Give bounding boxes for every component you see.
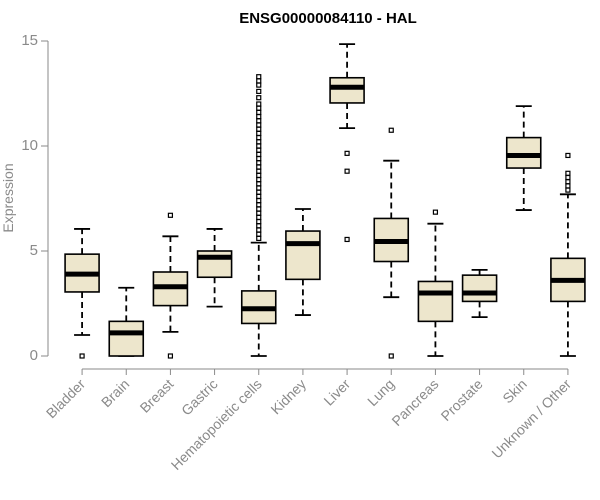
- outlier-point: [256, 113, 262, 120]
- outlier-point: [256, 202, 262, 208]
- x-tick-label: Lung: [364, 376, 397, 409]
- outlier-point: [167, 212, 174, 218]
- outlier-point: [256, 109, 262, 116]
- x-tick-label: Breast: [137, 376, 177, 416]
- outlier-point: [256, 74, 262, 80]
- box-skin: [505, 105, 542, 211]
- outlier-point: [344, 236, 350, 243]
- outlier-point: [256, 78, 262, 84]
- outlier-point: [565, 183, 571, 189]
- outlier-point: [256, 156, 262, 162]
- box-hematopoietic-cells: [240, 74, 277, 357]
- box-iqr: [285, 230, 321, 281]
- outlier-point: [256, 223, 262, 229]
- outlier-point: [256, 101, 262, 107]
- outlier-point: [565, 187, 571, 193]
- box-iqr: [461, 274, 498, 303]
- outlier-point: [256, 219, 262, 225]
- y-tick-label: 10: [21, 137, 38, 154]
- y-tick-label: 15: [21, 32, 38, 49]
- x-tick-label: Liver: [320, 376, 353, 409]
- outlier-point: [256, 198, 262, 204]
- outlier-point: [565, 152, 571, 159]
- plot-area: [64, 43, 586, 359]
- outlier-point: [388, 353, 394, 359]
- box-prostate: [461, 268, 498, 319]
- box-brain: [108, 286, 145, 357]
- outlier-point: [256, 210, 262, 216]
- outlier-point: [256, 214, 262, 220]
- box-bladder: [64, 228, 100, 359]
- outlier-point: [256, 88, 262, 95]
- box-lung: [373, 127, 410, 359]
- outlier-point: [256, 160, 262, 166]
- outlier-point: [256, 151, 262, 157]
- box-pancreas: [417, 209, 454, 357]
- box-iqr: [505, 136, 542, 169]
- outlier-point: [256, 147, 262, 153]
- outlier-point: [256, 189, 262, 195]
- x-tick-label: Brain: [98, 376, 132, 410]
- outlier-point: [256, 227, 262, 233]
- outlier-point: [256, 181, 262, 187]
- outlier-point: [256, 82, 262, 88]
- x-tick-label: Bladder: [43, 376, 89, 422]
- outlier-point: [79, 353, 85, 359]
- outlier-point: [565, 174, 571, 181]
- y-axis-label: Expression: [0, 163, 16, 232]
- box-iqr: [108, 320, 145, 357]
- outlier-point: [256, 105, 262, 111]
- outlier-point: [256, 206, 262, 212]
- outlier-point: [256, 135, 262, 141]
- outlier-point: [344, 150, 350, 156]
- y-axis: 0 5 10 15: [21, 32, 49, 364]
- outlier-point: [256, 164, 262, 170]
- box-liver: [329, 43, 365, 243]
- outlier-point: [256, 177, 262, 183]
- outlier-point: [256, 185, 262, 191]
- x-tick-label: Pancreas: [388, 376, 441, 429]
- outlier-point: [256, 126, 262, 132]
- outlier-point: [388, 127, 394, 133]
- outlier-point: [256, 231, 262, 237]
- outlier-point: [256, 172, 262, 178]
- box-unknown-other: [550, 152, 586, 357]
- box-gastric: [196, 228, 233, 308]
- outlier-point: [256, 118, 262, 124]
- outlier-point: [256, 130, 262, 136]
- x-tick-label: Skin: [499, 376, 530, 407]
- outlier-point: [256, 122, 262, 128]
- outlier-point: [256, 95, 262, 101]
- outlier-point: [432, 209, 439, 215]
- x-tick-label: Unknown / Other: [488, 376, 574, 462]
- outlier-point: [256, 168, 262, 174]
- y-tick-label: 5: [30, 242, 38, 259]
- x-tick-label: Prostate: [438, 376, 486, 424]
- outlier-point: [256, 193, 262, 199]
- x-tick-label: Kidney: [267, 376, 309, 418]
- box-breast: [152, 212, 189, 359]
- outlier-point: [344, 168, 350, 174]
- chart-title: ENSG00000084110 - HAL: [239, 10, 417, 27]
- outlier-point: [565, 179, 571, 185]
- x-tick-label: Gastric: [178, 376, 221, 419]
- box-iqr: [329, 76, 365, 104]
- y-tick-label: 0: [30, 347, 38, 364]
- outlier-point: [256, 143, 262, 149]
- outlier-point: [256, 139, 262, 145]
- outlier-point: [167, 353, 174, 359]
- outlier-point: [565, 170, 571, 176]
- box-kidney: [285, 208, 321, 316]
- box-iqr: [417, 280, 454, 323]
- outlier-point: [256, 235, 262, 241]
